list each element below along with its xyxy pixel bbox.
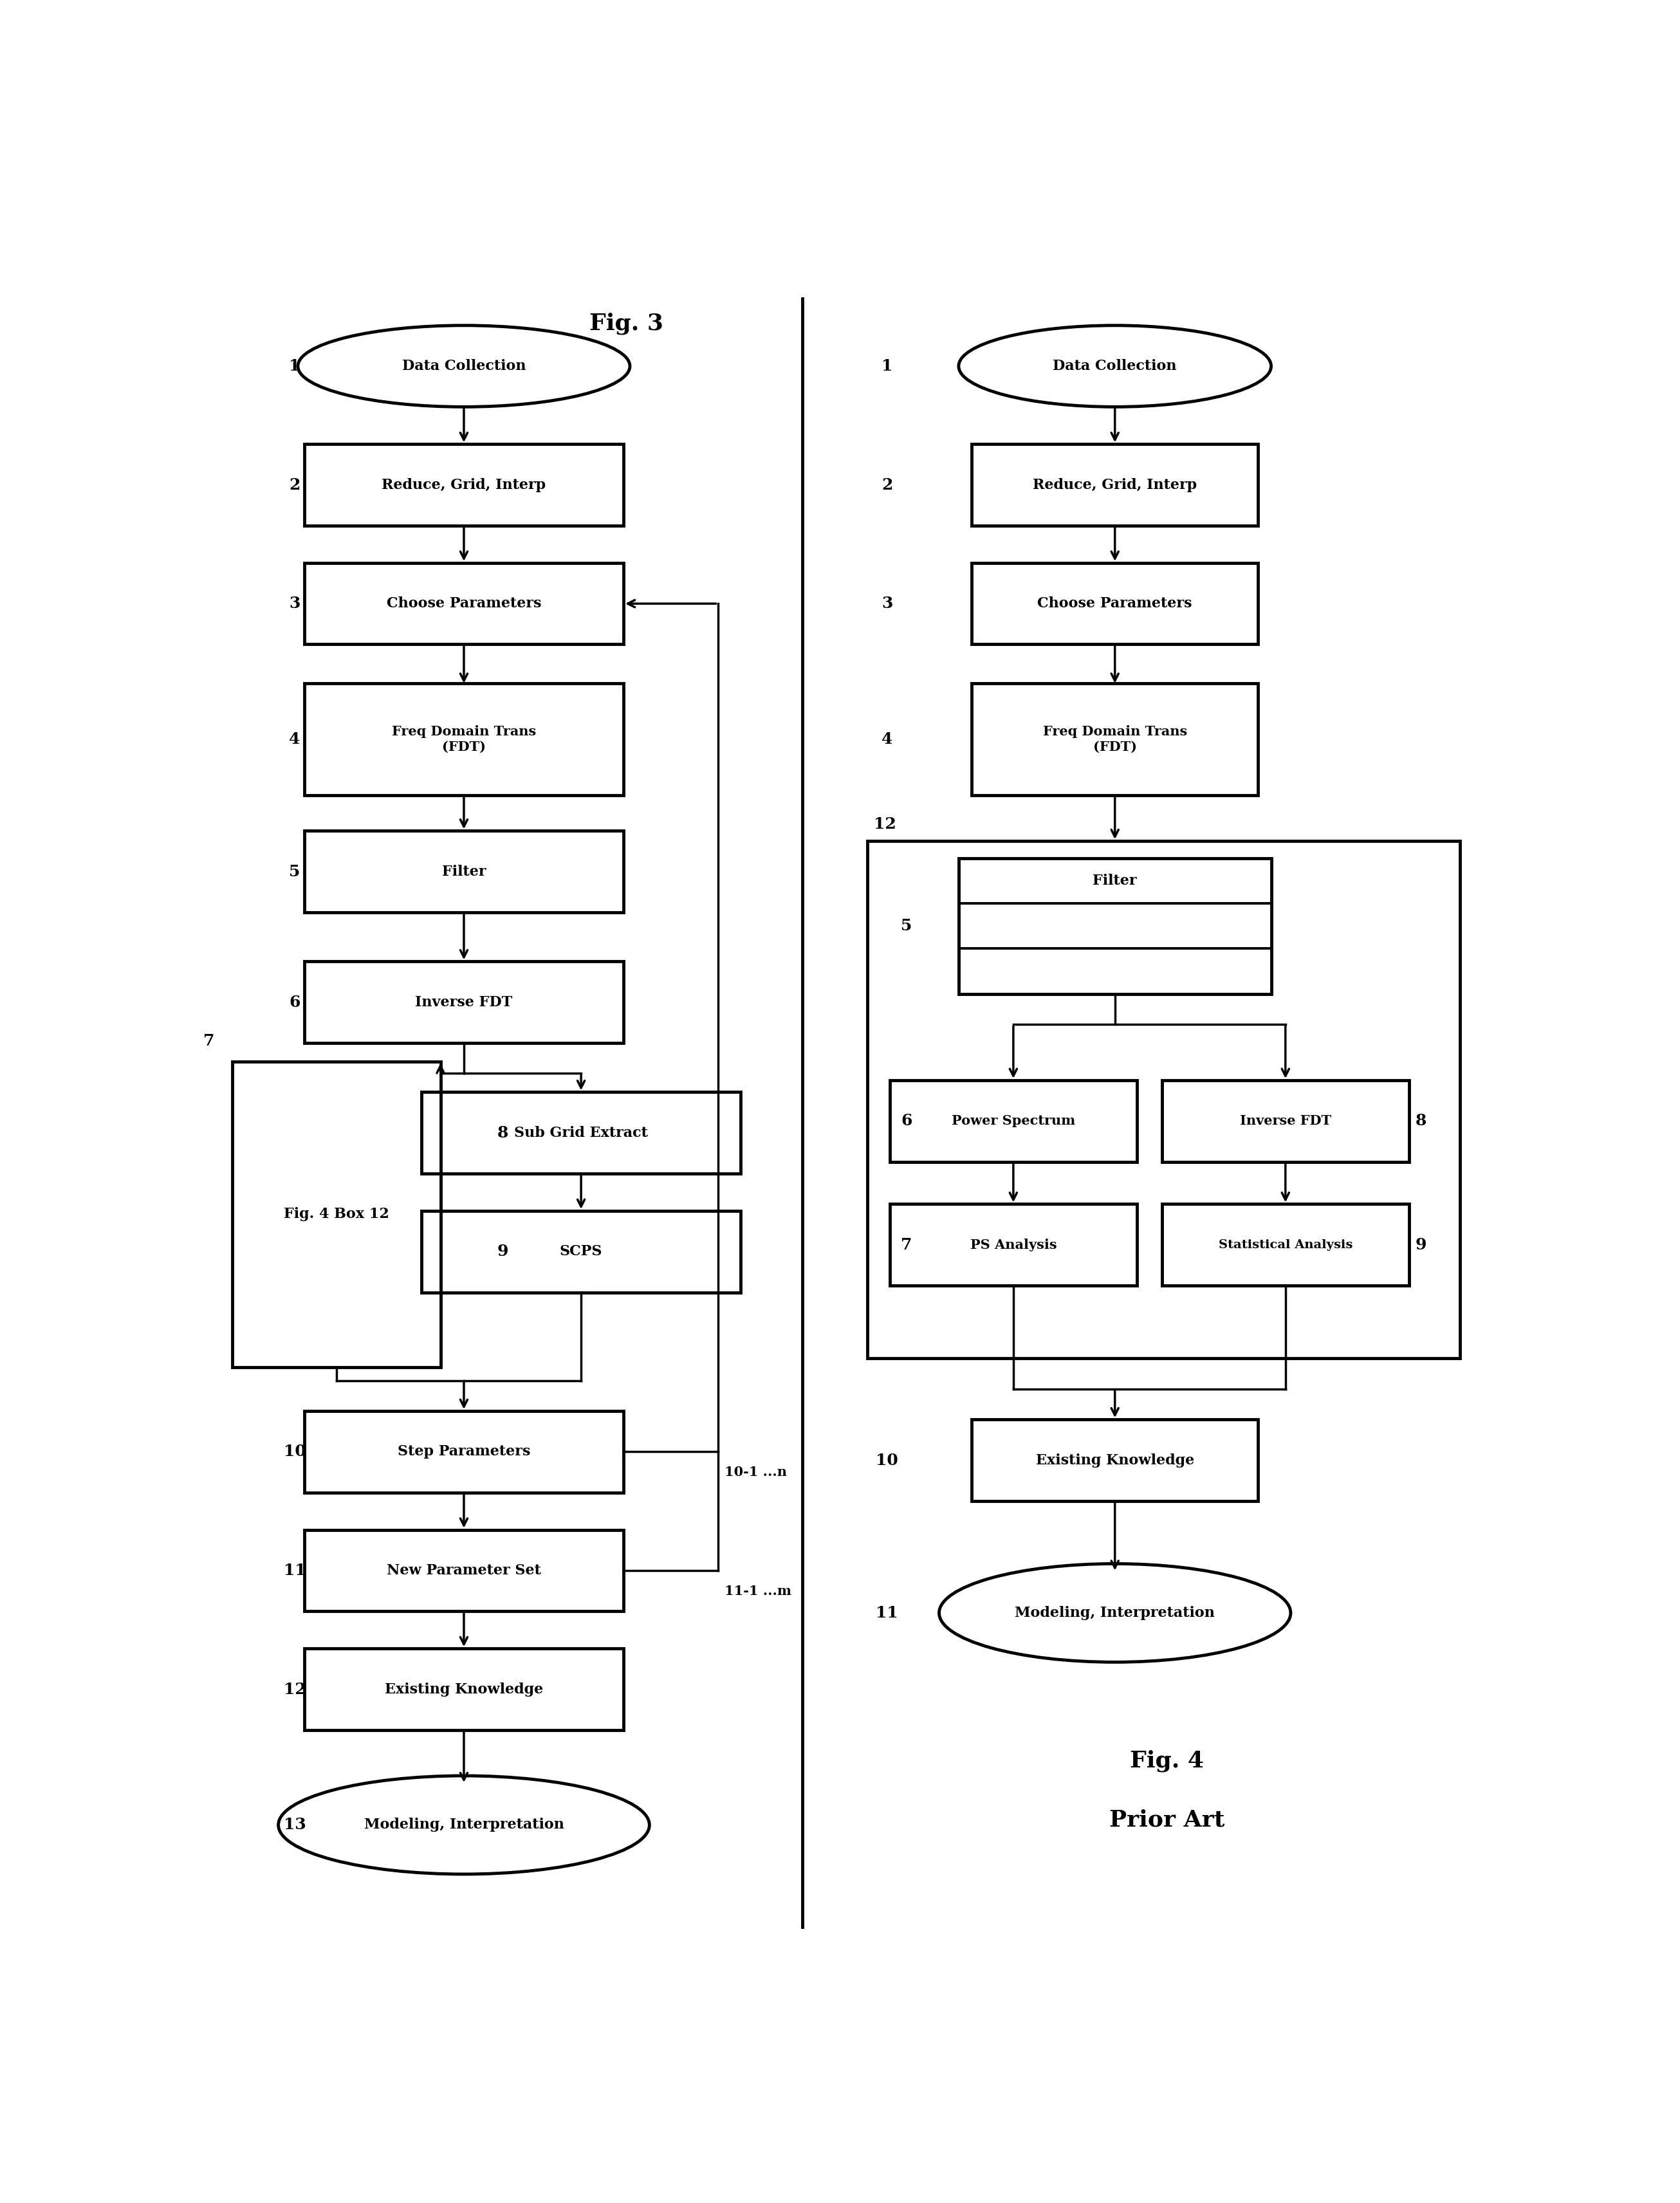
Text: Inverse FDT: Inverse FDT bbox=[415, 996, 512, 1009]
Text: 4: 4 bbox=[289, 731, 301, 747]
Text: Filter: Filter bbox=[442, 864, 486, 879]
Text: 7: 7 bbox=[900, 1238, 912, 1254]
Text: Prior Art: Prior Art bbox=[1109, 1809, 1225, 1831]
Text: 7: 7 bbox=[203, 1033, 215, 1049]
Text: Reduce, Grid, Interp: Reduce, Grid, Interp bbox=[1033, 478, 1196, 491]
Text: Reduce, Grid, Interp: Reduce, Grid, Interp bbox=[381, 478, 546, 491]
Text: 3: 3 bbox=[289, 595, 301, 612]
Text: 9: 9 bbox=[1415, 1238, 1426, 1254]
Text: Data Collection: Data Collection bbox=[402, 359, 526, 372]
Text: Statistical Analysis: Statistical Analysis bbox=[1218, 1238, 1352, 1251]
Text: 8: 8 bbox=[1415, 1113, 1426, 1128]
Text: Inverse FDT: Inverse FDT bbox=[1240, 1115, 1331, 1128]
Text: 6: 6 bbox=[289, 994, 301, 1009]
Text: Sub Grid Extract: Sub Grid Extract bbox=[514, 1126, 648, 1139]
Text: Fig. 4: Fig. 4 bbox=[1131, 1749, 1205, 1771]
Text: 12: 12 bbox=[284, 1681, 306, 1696]
Text: 10: 10 bbox=[284, 1443, 306, 1461]
Text: 2: 2 bbox=[289, 478, 301, 493]
Text: 8: 8 bbox=[497, 1126, 509, 1141]
Text: 10-1 ...n: 10-1 ...n bbox=[724, 1465, 786, 1478]
Text: Choose Parameters: Choose Parameters bbox=[1038, 597, 1193, 610]
Text: 4: 4 bbox=[882, 731, 892, 747]
Text: Fig. 4 Box 12: Fig. 4 Box 12 bbox=[284, 1207, 390, 1220]
Text: 5: 5 bbox=[289, 864, 301, 879]
Text: Freq Domain Trans
(FDT): Freq Domain Trans (FDT) bbox=[391, 725, 536, 753]
Text: Modeling, Interpretation: Modeling, Interpretation bbox=[365, 1817, 564, 1833]
Text: Power Spectrum: Power Spectrum bbox=[951, 1115, 1075, 1128]
Text: Data Collection: Data Collection bbox=[1053, 359, 1176, 372]
Text: 12: 12 bbox=[874, 817, 897, 833]
Text: 1: 1 bbox=[289, 359, 301, 375]
Text: PS Analysis: PS Analysis bbox=[969, 1238, 1057, 1251]
Text: 3: 3 bbox=[882, 595, 892, 612]
Text: Existing Knowledge: Existing Knowledge bbox=[1035, 1454, 1194, 1467]
Text: 6: 6 bbox=[900, 1113, 912, 1128]
Text: Freq Domain Trans
(FDT): Freq Domain Trans (FDT) bbox=[1043, 725, 1188, 753]
Text: 11: 11 bbox=[284, 1562, 306, 1577]
Text: 1: 1 bbox=[882, 359, 892, 375]
Text: SCPS: SCPS bbox=[559, 1245, 603, 1258]
Text: 9: 9 bbox=[497, 1245, 509, 1260]
Text: 11: 11 bbox=[875, 1606, 899, 1621]
Text: Fig. 3: Fig. 3 bbox=[590, 313, 664, 335]
Text: New Parameter Set: New Parameter Set bbox=[386, 1564, 541, 1577]
Text: 5: 5 bbox=[900, 919, 912, 934]
Text: 10: 10 bbox=[875, 1452, 899, 1467]
Text: Existing Knowledge: Existing Knowledge bbox=[385, 1683, 543, 1696]
Text: Step Parameters: Step Parameters bbox=[398, 1445, 531, 1458]
Text: Choose Parameters: Choose Parameters bbox=[386, 597, 541, 610]
Text: Modeling, Interpretation: Modeling, Interpretation bbox=[1015, 1606, 1215, 1619]
Text: Filter: Filter bbox=[1094, 875, 1137, 888]
Text: 13: 13 bbox=[284, 1817, 306, 1833]
Text: 11-1 ...m: 11-1 ...m bbox=[724, 1584, 791, 1597]
Text: 2: 2 bbox=[882, 478, 892, 493]
